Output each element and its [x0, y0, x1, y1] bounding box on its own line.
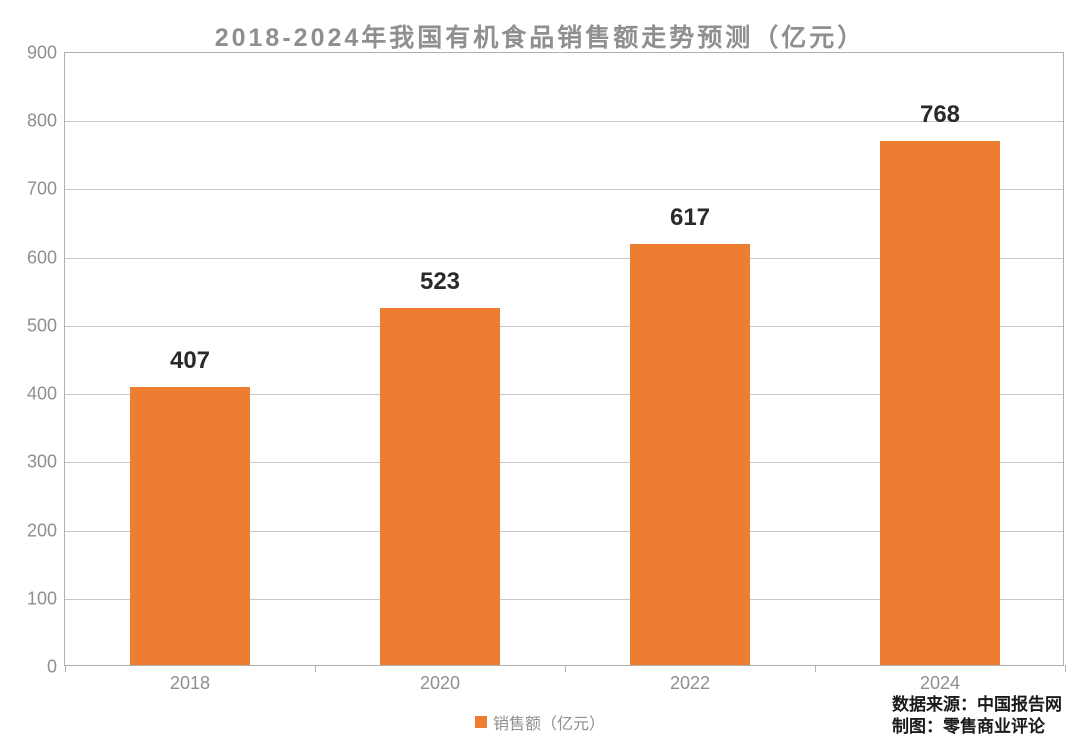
ytick-label: 300 [27, 452, 57, 473]
legend-swatch [475, 716, 487, 728]
bar-value-label: 768 [920, 101, 960, 129]
ytick-label: 400 [27, 384, 57, 405]
chart-title: 2018-2024年我国有机食品销售额走势预测（亿元） [10, 18, 1070, 54]
plot-area: 0100200300400500600700800900407201852320… [64, 52, 1064, 666]
ytick-label: 900 [27, 43, 57, 64]
bar-value-label: 523 [420, 268, 460, 296]
xtick-mark [315, 665, 316, 672]
bar-value-label: 617 [670, 204, 710, 232]
bar [130, 387, 250, 665]
ytick-label: 600 [27, 247, 57, 268]
bar-value-label: 407 [170, 347, 210, 375]
bar [880, 141, 1000, 665]
xtick-label: 2020 [420, 673, 460, 694]
bar [380, 308, 500, 665]
ytick-label: 200 [27, 520, 57, 541]
source-line-2: 制图：零售商业评论 [892, 716, 1062, 738]
xtick-label: 2018 [170, 673, 210, 694]
xtick-mark [815, 665, 816, 672]
source-line-1: 数据来源：中国报告网 [892, 694, 1062, 716]
source-attribution: 数据来源：中国报告网 制图：零售商业评论 [892, 694, 1062, 738]
ytick-label: 700 [27, 179, 57, 200]
xtick-label: 2022 [670, 673, 710, 694]
xtick-mark [65, 665, 66, 672]
xtick-mark [565, 665, 566, 672]
xtick-mark [1065, 665, 1066, 672]
ytick-label: 800 [27, 111, 57, 132]
legend-label: 销售额（亿元） [493, 710, 605, 734]
gridline [65, 121, 1063, 122]
ytick-label: 100 [27, 588, 57, 609]
legend: 销售额（亿元） [475, 710, 605, 734]
ytick-label: 0 [47, 657, 57, 678]
bar [630, 244, 750, 665]
xtick-label: 2024 [920, 673, 960, 694]
chart-container: 2018-2024年我国有机食品销售额走势预测（亿元） 010020030040… [0, 0, 1080, 752]
ytick-label: 500 [27, 315, 57, 336]
